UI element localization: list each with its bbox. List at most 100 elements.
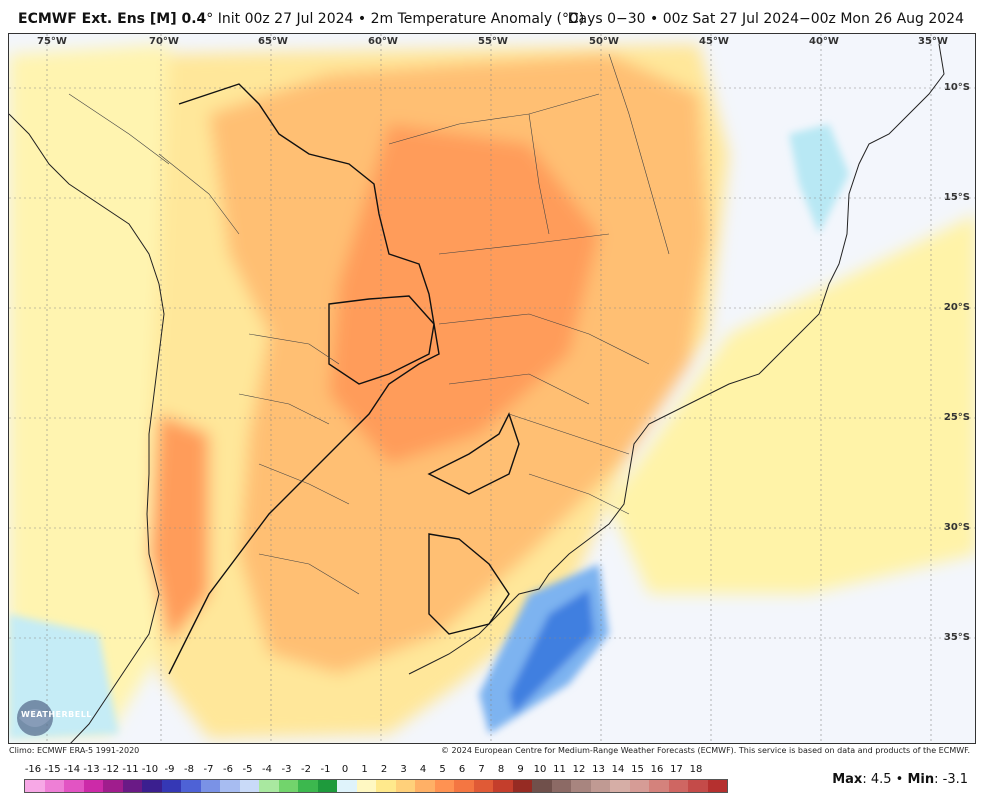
coastlines: [9, 43, 945, 743]
colorbar-tick-label: 17: [670, 764, 683, 775]
colorbar-swatch: [415, 780, 435, 792]
colorbar-tick-label: -6: [223, 764, 233, 775]
colorbar-tick-label: -10: [141, 764, 159, 775]
climo-note: Climo: ECMWF ERA-5 1991-2020: [9, 746, 140, 755]
weatherbell-logo: [17, 700, 53, 736]
colorbar-ticks: -16 -15 -14 -13 -12 -11 -10 -9 -8 -7 -6 -5 -4 -3 -2 -1 0…: [0, 764, 984, 778]
min-label: Min: [907, 772, 935, 787]
map-title: ECMWF Ext. Ens [M] 0.4° Init 00z 27 Jul …: [18, 11, 584, 27]
colorbar-swatch: [395, 780, 415, 792]
anomaly-blue-coastal-core: [509, 589, 594, 714]
anomaly-yellow-ocean: [609, 214, 975, 594]
anomaly-cyan-brazil: [789, 124, 849, 234]
colorbar-swatch: [317, 780, 337, 792]
lon-label-35w: 35°W: [918, 36, 948, 47]
colorbar-swatch: [590, 780, 610, 792]
colorbar-tick-label: -12: [102, 764, 120, 775]
colorbar-tick-label: -1: [320, 764, 331, 775]
colorbar-tick-label: 8: [497, 764, 505, 775]
lon-label-40w: 40°W: [809, 36, 839, 47]
colorbar-swatch: [64, 780, 84, 792]
max-label: Max: [832, 772, 863, 787]
colorbar-swatch: [668, 780, 688, 792]
colorbar-tick-label: -11: [122, 764, 139, 775]
colorbar-swatch: [239, 780, 259, 792]
colorbar-tick-label: -16: [24, 764, 42, 775]
lat-label-10s: 10°S: [943, 82, 970, 93]
title-rest: ° Init 00z 27 Jul 2024 • 2m Temperature …: [206, 11, 585, 27]
colorbar-tick-label: -15: [44, 764, 61, 775]
colorbar-swatch: [298, 780, 318, 792]
lat-label-20s: 20°S: [943, 302, 970, 313]
valid-period: Days 0−30 • 00z Sat 27 Jul 2024−00z Mon …: [567, 11, 964, 27]
state-borders: [68, 53, 670, 595]
colorbar-tick-label: 6: [458, 764, 466, 775]
lon-label-50w: 50°W: [589, 36, 619, 47]
colorbar-swatch: [337, 780, 357, 792]
colorbar-swatch: [181, 780, 201, 792]
lon-label-60w: 60°W: [368, 36, 398, 47]
lat-label-35s: 35°S: [943, 632, 970, 643]
colorbar-tick-label: 3: [400, 764, 407, 775]
colorbar-swatch: [259, 780, 279, 792]
lon-label-65w: 65°W: [258, 36, 288, 47]
colorbar-tick-label: 5: [439, 764, 446, 775]
max-value: : 4.5: [862, 772, 892, 787]
colorbar-swatch: [83, 780, 103, 792]
colorbar-swatch: [278, 780, 298, 792]
lon-label-70w: 70°W: [149, 36, 179, 47]
colorbar-tick-label: 0: [341, 764, 349, 775]
colorbar-tick-label: 12: [572, 764, 586, 775]
colorbar-tick-label: 4: [419, 764, 427, 775]
colorbar-tick-label: 11: [553, 764, 566, 775]
colorbar: [24, 779, 728, 793]
map-canvas: [9, 34, 975, 743]
colorbar-swatch: [200, 780, 220, 792]
colorbar-tick-label: 9: [517, 764, 524, 775]
colorbar-swatch: [356, 780, 376, 792]
colorbar-tick-label: -13: [83, 764, 100, 775]
lat-label-15s: 15°S: [943, 192, 970, 203]
colorbar-tick-label: 16: [650, 764, 664, 775]
colorbar-swatch: [649, 780, 669, 792]
colorbar-swatch: [103, 780, 123, 792]
colorbar-tick-label: -8: [184, 764, 194, 775]
colorbar-swatch: [571, 780, 591, 792]
colorbar-tick-label: -14: [63, 764, 81, 775]
colorbar-swatch: [122, 780, 142, 792]
colorbar-tick-label: 2: [380, 764, 388, 775]
colorbar-tick-label: -5: [242, 764, 253, 775]
colorbar-swatch: [629, 780, 649, 792]
colorbar-tick-label: -9: [164, 764, 175, 775]
title-bold: ECMWF Ext. Ens [M] 0.4: [18, 11, 207, 27]
colorbar-swatch: [25, 780, 45, 792]
colorbar-swatch: [142, 780, 162, 792]
colorbar-swatch: [161, 780, 181, 792]
copyright-note: © 2024 European Centre for Medium-Range …: [441, 746, 970, 755]
colorbar-swatch: [44, 780, 64, 792]
colorbar-tick-label: 15: [631, 764, 644, 775]
colorbar-swatch: [512, 780, 532, 792]
colorbar-swatch: [707, 780, 727, 792]
colorbar-swatch: [220, 780, 240, 792]
colorbar-swatch: [454, 780, 474, 792]
colorbar-tick-label: 1: [361, 764, 368, 775]
lon-label-45w: 45°W: [699, 36, 729, 47]
min-value: : -3.1: [934, 772, 968, 787]
colorbar-tick-label: 7: [478, 764, 485, 775]
colorbar-swatch: [473, 780, 493, 792]
colorbar-tick-label: 14: [611, 764, 625, 775]
colorbar-swatch: [688, 780, 708, 792]
max-min-stats: Max: 4.5 • Min: -3.1: [832, 772, 968, 787]
colorbar-tick-label: -7: [203, 764, 214, 775]
lon-label-75w: 75°W: [37, 36, 67, 47]
colorbar-swatch: [610, 780, 630, 792]
lat-label-30s: 30°S: [943, 522, 970, 533]
colorbar-tick-label: 10: [533, 764, 547, 775]
stats-separator: •: [891, 772, 908, 787]
graticule: [9, 34, 975, 743]
colorbar-tick-label: 18: [689, 764, 703, 775]
colorbar-tick-label: -3: [281, 764, 292, 775]
anomaly-yellow-west: [9, 44, 169, 734]
logo-text: WEATHERBELL: [21, 710, 92, 719]
